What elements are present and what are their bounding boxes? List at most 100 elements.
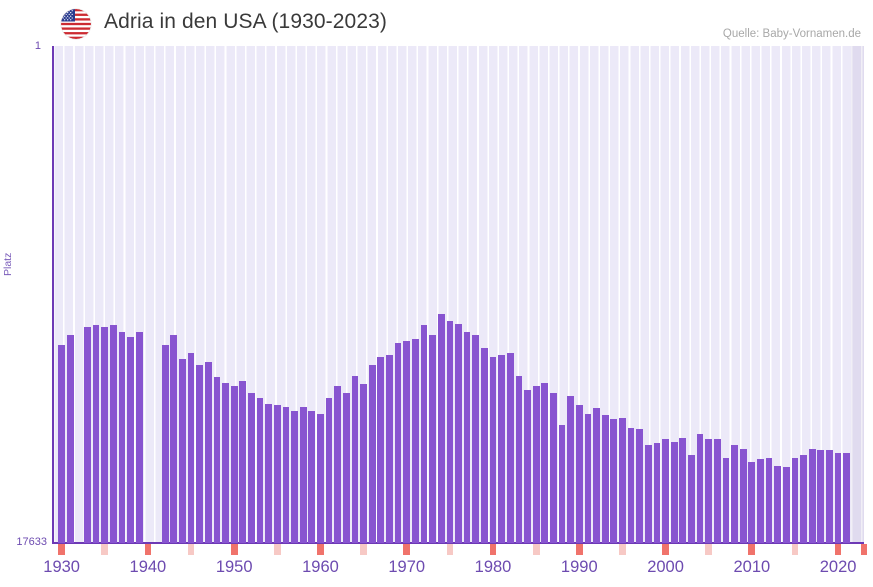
bar <box>713 439 721 543</box>
bar <box>222 382 229 543</box>
bar <box>446 320 454 543</box>
bar <box>368 364 376 543</box>
bar-series <box>53 46 864 543</box>
bar <box>506 353 514 543</box>
bar <box>455 323 462 543</box>
y-axis-top-label: 1 <box>34 40 41 52</box>
bar <box>636 429 644 543</box>
bar <box>282 406 290 543</box>
bar <box>515 375 523 543</box>
bar <box>411 339 419 543</box>
bar <box>757 458 764 543</box>
bar <box>696 433 704 543</box>
bar <box>135 332 143 543</box>
bar <box>127 336 134 543</box>
bar <box>291 411 298 543</box>
bar <box>541 382 549 543</box>
bar <box>662 439 669 543</box>
bar <box>170 334 178 543</box>
bar <box>420 325 428 543</box>
bar <box>351 375 359 543</box>
x-tick-major <box>58 544 65 555</box>
y-axis-title: Platz <box>2 252 14 276</box>
bar <box>239 381 247 543</box>
bar <box>532 385 540 543</box>
source-note: Quelle: Baby-Vornamen.de <box>722 28 861 40</box>
bar <box>679 437 687 543</box>
bar <box>610 419 618 543</box>
bar <box>308 411 316 543</box>
x-tick-major <box>748 544 756 555</box>
bar <box>179 358 186 543</box>
x-axis-ticks: 1930 1940 1950 1960 1970 1980 1990 2000 2010 2020 <box>43 544 868 587</box>
bar <box>84 326 91 543</box>
bar <box>584 413 592 543</box>
bar <box>394 343 402 543</box>
bar <box>403 340 411 543</box>
x-tick-minor <box>101 544 109 555</box>
bar <box>161 344 169 543</box>
x-tick-major <box>834 544 842 555</box>
bar <box>463 332 471 543</box>
bar <box>498 354 505 543</box>
bar <box>334 385 342 543</box>
x-tick-label: 1950 <box>215 558 253 576</box>
bar <box>817 450 825 543</box>
bar <box>386 354 393 543</box>
bar <box>843 453 851 543</box>
x-tick-minor <box>705 544 713 555</box>
bar <box>593 408 600 543</box>
x-tick-label: 2020 <box>819 558 857 576</box>
bar <box>256 398 264 543</box>
x-tick-label: 1930 <box>43 558 80 576</box>
x-tick-label: 1980 <box>474 558 512 576</box>
x-tick-label: 1970 <box>388 558 426 576</box>
bar <box>627 427 635 543</box>
y-axis-bottom-label: 17633 <box>16 536 47 548</box>
bar <box>437 313 445 543</box>
bar <box>575 405 583 543</box>
bar <box>550 392 557 543</box>
bar <box>791 457 799 543</box>
x-axis-line <box>53 542 864 544</box>
page-title: Adria in den USA (1930-2023) <box>104 10 387 33</box>
x-tick-label: 1960 <box>302 558 339 576</box>
bar <box>196 364 204 543</box>
bar <box>204 361 212 543</box>
bar <box>377 357 385 543</box>
x-tick-major <box>403 544 411 555</box>
x-tick-minor <box>619 544 626 555</box>
bar <box>360 384 367 543</box>
bar <box>342 392 350 543</box>
bar <box>731 444 738 543</box>
bar <box>558 425 566 543</box>
bar <box>265 403 273 543</box>
bar <box>808 449 816 543</box>
bar <box>834 453 842 543</box>
x-tick-label: 2010 <box>733 558 771 576</box>
bar <box>187 353 195 543</box>
x-tick-major <box>230 544 238 555</box>
bar <box>58 344 65 543</box>
bar <box>739 449 747 543</box>
bar <box>601 415 609 543</box>
bar <box>299 406 307 543</box>
x-tick-minor <box>273 544 281 555</box>
bar <box>213 377 221 543</box>
x-tick-minor <box>360 544 367 555</box>
bar <box>118 332 126 543</box>
chart-header: Adria in den USA (1930-2023) Quelle: Bab… <box>0 0 873 46</box>
bar <box>765 457 773 543</box>
x-tick-major <box>144 544 152 555</box>
bar <box>481 347 488 543</box>
bar <box>230 385 238 543</box>
bar <box>101 326 109 543</box>
bar <box>524 389 531 543</box>
bar <box>782 467 790 543</box>
x-tick-label: 2000 <box>647 558 684 576</box>
x-tick-label: 1940 <box>129 558 167 576</box>
x-tick-major <box>575 544 583 555</box>
y-axis-line <box>52 46 54 544</box>
bar <box>66 334 74 543</box>
bar <box>325 398 333 543</box>
